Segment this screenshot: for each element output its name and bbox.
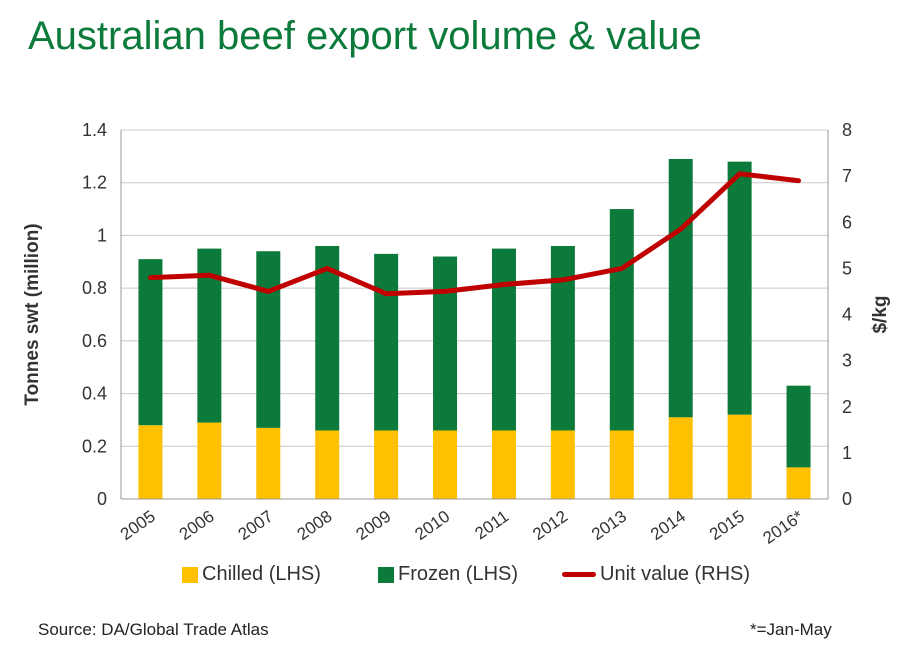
chart-area: 0 0.2 0.4 0.6 0.8 1 1.2 1.4 0 1 2 3 4 5 6 7 8 2005 2006 200… [22,120,891,548]
unit-value-swatch [562,572,596,577]
y-tick-label: 0 [97,489,107,509]
bar-frozen [550,245,575,431]
bar-frozen [609,209,634,431]
chilled-swatch [182,566,198,583]
bar-chilled [609,430,634,499]
x-tick-label: 2011 [471,507,512,544]
x-tick-label: 2012 [529,507,571,544]
footnote: *=Jan-May [750,620,832,639]
legend-label-unit-value: Unit value (RHS) [600,563,751,585]
legend-item-chilled: Chilled (LHS) [182,563,321,586]
bar-frozen [786,385,811,468]
bar-frozen [491,248,516,431]
bar-chilled [727,414,752,499]
y-tick-label: 1.2 [82,173,107,193]
bar-chilled [491,430,516,499]
x-tick-label: 2006 [176,507,218,544]
legend-label-chilled: Chilled (LHS) [202,563,321,585]
bar-frozen [256,251,281,428]
bar-frozen [374,253,399,431]
legend-item-frozen: Frozen (LHS) [378,563,518,586]
x-tick-label: 2009 [353,507,395,544]
y-tick-label: 0.8 [82,278,107,298]
bar-chilled [256,427,281,499]
y2-tick-label: 5 [842,258,852,278]
bar-chilled [374,430,399,499]
x-tick-label: 2005 [117,507,159,544]
x-tick-label: 2015 [706,507,748,544]
y-tick-label: 0.2 [82,436,107,456]
x-tick-label: 2008 [294,507,336,544]
bar-chilled [197,422,222,499]
x-tick-label: 2014 [647,507,689,544]
bar-frozen [138,259,163,426]
x-tick-label: 2007 [235,507,277,544]
y2-tick-label: 1 [842,443,852,463]
x-tick-label: 2013 [588,507,630,544]
source-note: Source: DA/Global Trade Atlas [38,620,269,639]
legend-label-frozen: Frozen (LHS) [398,563,519,585]
y-tick-label: 1 [97,225,107,245]
bar-chilled [668,417,693,499]
x-tick-label: 2016* [760,506,808,547]
y-tick-label: 0.4 [82,384,107,404]
frozen-swatch [378,566,394,583]
y-tick-label: 1.4 [82,120,107,140]
bar-frozen [668,158,693,418]
y2-tick-label: 7 [842,166,852,186]
y2-axis-title: $/kg [870,295,891,333]
y2-tick-label: 2 [842,397,852,417]
bar-chilled [433,430,458,499]
y2-tick-label: 3 [842,351,852,371]
y-tick-label: 0.6 [82,331,107,351]
y-axis-title: Tonnes swt (million) [22,223,43,405]
y2-tick-label: 8 [842,120,852,140]
bar-frozen [727,161,752,415]
bar-chilled [138,425,163,499]
x-tick-label: 2010 [411,507,453,544]
legend-item-unit-value: Unit value (RHS) [562,563,750,586]
y2-tick-label: 6 [842,212,852,232]
chart-title: Australian beef export volume & value [28,14,702,58]
bar-chilled [550,430,575,499]
bar-frozen [433,256,458,431]
bar-chilled [786,467,811,499]
y2-tick-label: 0 [842,489,852,509]
bar-frozen [315,245,340,431]
y2-tick-label: 4 [842,305,852,325]
bar-chilled [315,430,340,499]
unit-value-line [148,171,801,297]
